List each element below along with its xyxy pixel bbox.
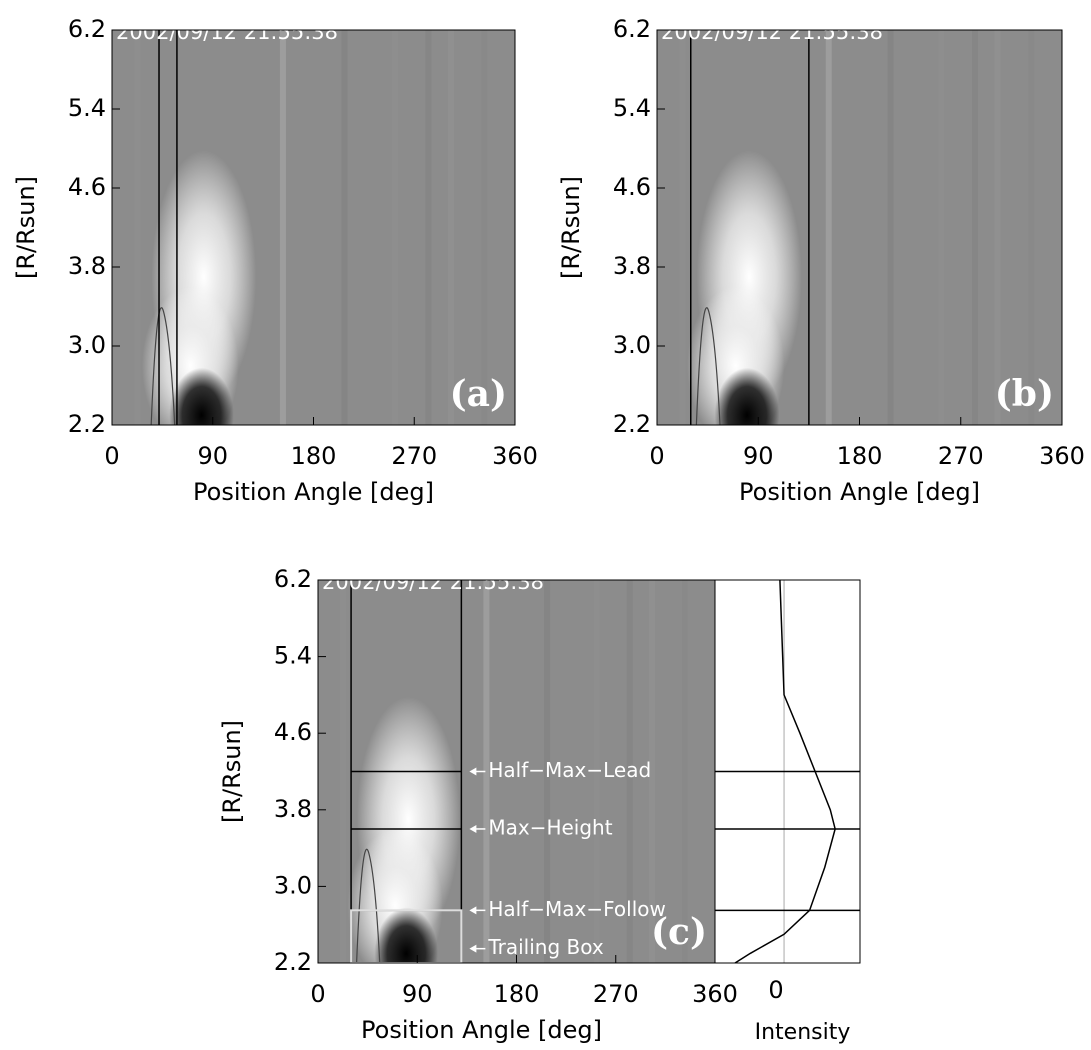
x-tick-label: 270 (593, 980, 639, 1008)
y-tick-label: 6.2 (68, 15, 106, 43)
x-axis-label: Intensity (755, 1020, 851, 1045)
x-tick-label: 360 (692, 980, 738, 1008)
y-tick-label: 4.6 (274, 718, 312, 746)
panel-label: (c) (651, 911, 707, 953)
streak (544, 580, 551, 963)
streak (391, 30, 398, 425)
x-tick-label: 360 (1039, 442, 1085, 470)
streak (279, 30, 286, 425)
y-tick-label: 2.2 (274, 948, 312, 976)
streak (887, 30, 894, 425)
frame (656, 29, 1063, 426)
y-tick-label: 5.4 (613, 94, 651, 122)
streak (681, 580, 688, 963)
y-tick-label: 4.6 (613, 173, 651, 201)
y-tick-label: 5.4 (274, 642, 312, 670)
streak (340, 580, 347, 963)
intensity-curve (734, 579, 836, 964)
y-tick-label: 3.8 (274, 795, 312, 823)
panel-label: (b) (995, 373, 1054, 415)
streak (341, 30, 348, 425)
trailing-box (350, 909, 463, 963)
y-tick-label: 3.8 (68, 252, 106, 280)
h-line-label: Half−Max−Lead (488, 758, 651, 782)
x-tick-label: 0 (768, 976, 783, 1004)
streak (425, 30, 432, 425)
panel-label: (a) (450, 373, 507, 415)
timestamp: 2002/09/12 21:55:38 (322, 570, 544, 594)
x-axis-label: Position Angle [deg] (193, 478, 434, 506)
x-tick-label: 90 (197, 442, 228, 470)
dark-region (714, 367, 780, 425)
box-label: Trailing Box (487, 935, 603, 959)
x-tick-label: 0 (310, 980, 325, 1008)
y-axis-label: [R/Rsun] (218, 720, 246, 823)
x-tick-label: 270 (938, 442, 984, 470)
streak (483, 580, 490, 963)
x-tick-label: 180 (837, 442, 883, 470)
h-line-label: Half−Max−Follow (488, 897, 665, 921)
streak (825, 30, 832, 425)
y-tick-label: 6.2 (274, 565, 312, 593)
profile-overlay (355, 848, 381, 963)
x-tick-label: 0 (104, 442, 119, 470)
h-line-label: Max−Height (488, 815, 612, 839)
streak (134, 30, 141, 425)
streak (447, 30, 454, 425)
y-tick-label: 4.6 (68, 173, 106, 201)
streak (648, 580, 655, 963)
streak (679, 30, 686, 425)
streak (626, 580, 633, 963)
image: 2002/09/12 21:55:38 (a) (112, 20, 515, 425)
x-tick-label: 0 (649, 442, 664, 470)
x-tick-label: 270 (391, 442, 437, 470)
arrow-head (469, 824, 477, 833)
frame (714, 579, 861, 964)
image: Half−Max−Lead Max−Height Half−Max−Follow Tr… (318, 570, 715, 963)
y-tick-label: 3.0 (613, 331, 651, 359)
frame (111, 29, 516, 426)
streak (938, 30, 945, 425)
y-tick-label: 3.8 (613, 252, 651, 280)
arrow-head (469, 906, 477, 915)
y-tick-label: 2.2 (68, 410, 106, 438)
image: 2002/09/12 21:55:38 (b) (657, 20, 1062, 425)
y-tick-label: 6.2 (613, 15, 651, 43)
x-tick-label: 90 (402, 980, 433, 1008)
timestamp: 2002/09/12 21:55:38 (661, 20, 883, 44)
y-tick-label: 2.2 (613, 410, 651, 438)
x-tick-label: 360 (492, 442, 538, 470)
streak (994, 30, 1001, 425)
arrow-head (469, 767, 477, 776)
y-axis-label: [R/Rsun] (557, 176, 585, 279)
x-axis-label: Position Angle [deg] (361, 1016, 602, 1044)
y-tick-label: 3.0 (274, 871, 312, 899)
dark-region (169, 367, 234, 425)
streak (972, 30, 978, 425)
streak (593, 580, 600, 963)
y-tick-label: 3.0 (68, 331, 106, 359)
x-axis-label: Position Angle [deg] (739, 478, 980, 506)
profile-overlay (150, 307, 176, 425)
profile-overlay (695, 307, 721, 425)
x-tick-label: 90 (743, 442, 774, 470)
x-tick-label: 180 (291, 442, 337, 470)
y-tick-label: 5.4 (68, 94, 106, 122)
streak (481, 30, 488, 425)
timestamp: 2002/09/12 21:55:38 (116, 20, 338, 44)
y-axis-label: [R/Rsun] (12, 176, 40, 279)
dark-region (374, 907, 438, 963)
x-tick-label: 180 (494, 980, 540, 1008)
streak (1028, 30, 1035, 425)
